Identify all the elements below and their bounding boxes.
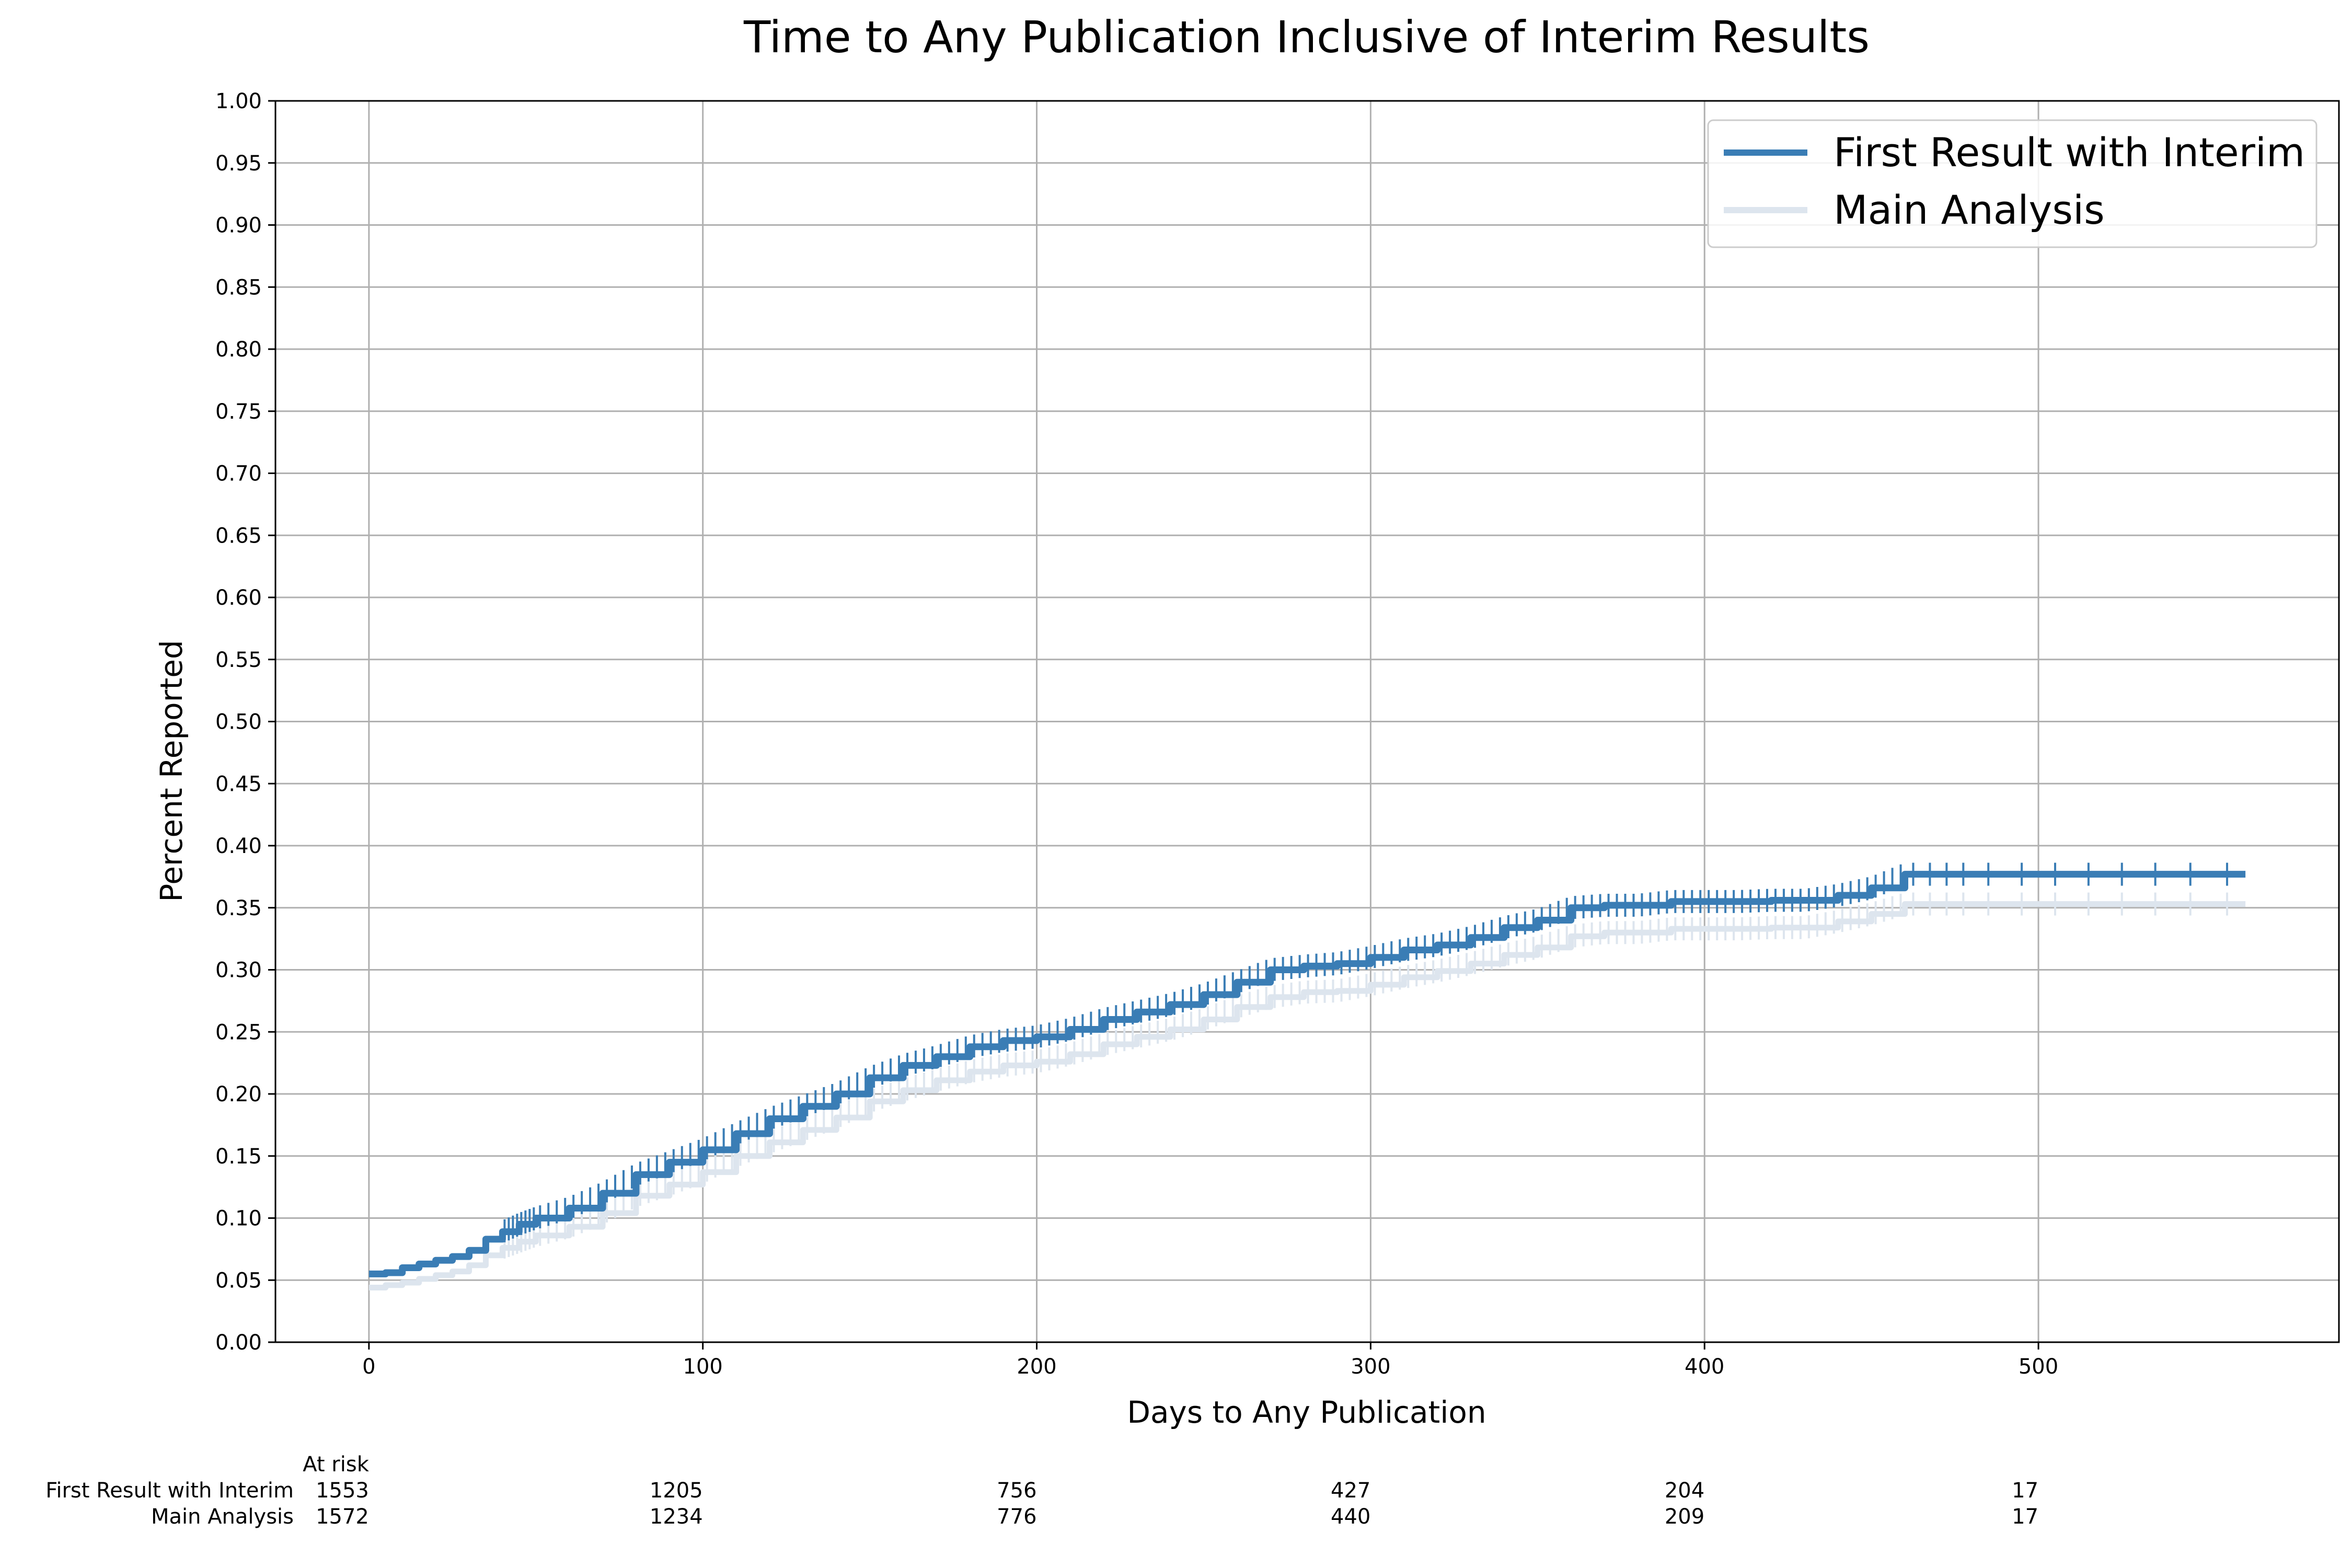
x-tick-label: 500: [2019, 1355, 2058, 1379]
y-tick-label: 0.60: [215, 586, 262, 610]
chart-title: Time to Any Publication Inclusive of Int…: [743, 11, 1870, 63]
y-tick-label: 0.40: [215, 834, 262, 858]
at-risk-count: 1234: [650, 1505, 703, 1529]
y-axis: 0.00 0.05 0.10 0.15 0.20 0.25 0.30 0.35 0.40 0.45…: [215, 89, 275, 1355]
at-risk-row-label: Main Analysis: [151, 1505, 294, 1529]
y-tick-label: 0.45: [215, 772, 262, 796]
at-risk-count: 756: [997, 1479, 1036, 1503]
x-tick-label: 0: [362, 1355, 375, 1379]
y-tick-label: 0.15: [215, 1145, 262, 1169]
series-line: [368, 871, 2246, 1277]
x-tick-label: 300: [1351, 1355, 1390, 1379]
at-risk-count: 209: [1665, 1505, 1704, 1529]
y-tick-label: 0.00: [215, 1331, 262, 1355]
y-tick-label: 0.70: [215, 462, 262, 486]
grid: [275, 100, 2339, 1343]
at-risk-header: At risk: [303, 1452, 369, 1477]
censor-marks: [503, 862, 2228, 1242]
y-tick-label: 0.05: [215, 1269, 262, 1293]
series-1: [368, 892, 2246, 1290]
series-0: [368, 862, 2246, 1277]
y-tick-label: 0.10: [215, 1207, 262, 1231]
y-tick-label: 0.90: [215, 214, 262, 238]
legend: First Result with Interim Main Analysis: [1707, 119, 2318, 248]
y-tick-label: 0.65: [215, 524, 262, 548]
x-tick-label: 400: [1685, 1355, 1724, 1379]
legend-label: First Result with Interim: [1834, 129, 2305, 176]
at-risk-count: 427: [1331, 1479, 1370, 1503]
y-tick-label: 0.95: [215, 152, 262, 176]
y-tick-label: 0.35: [215, 896, 262, 920]
y-tick-label: 0.80: [215, 338, 262, 362]
x-tick-label: 100: [683, 1355, 723, 1379]
at-risk-table: At risk First Result with Interim 1553 1205…: [45, 1452, 2038, 1529]
legend-box: [1707, 119, 2318, 248]
x-axis: 0 100 200 300 400 500: [362, 1342, 2058, 1379]
legend-label: Main Analysis: [1834, 187, 2105, 233]
at-risk-count: 17: [2012, 1505, 2038, 1529]
y-tick-label: 1.00: [215, 89, 262, 113]
at-risk-count: 17: [2012, 1479, 2038, 1503]
at-risk-count: 776: [997, 1505, 1036, 1529]
y-axis-label: Percent Reported: [154, 640, 189, 902]
y-tick-label: 0.30: [215, 959, 262, 983]
at-risk-count: 1553: [316, 1479, 369, 1503]
at-risk-count: 1205: [650, 1479, 703, 1503]
y-tick-label: 0.20: [215, 1082, 262, 1106]
y-tick-label: 0.50: [215, 710, 262, 734]
at-risk-row-label: First Result with Interim: [45, 1479, 294, 1503]
y-tick-label: 0.25: [215, 1020, 262, 1044]
censor-marks: [503, 892, 2228, 1259]
x-axis-label: Days to Any Publication: [1127, 1394, 1486, 1430]
x-tick-label: 200: [1017, 1355, 1056, 1379]
plot-curves: [368, 862, 2246, 1290]
series-line: [368, 901, 2246, 1290]
y-tick-label: 0.55: [215, 648, 262, 672]
y-tick-label: 0.75: [215, 400, 262, 424]
at-risk-count: 204: [1665, 1479, 1704, 1503]
at-risk-count: 440: [1331, 1505, 1370, 1529]
y-tick-label: 0.85: [215, 275, 262, 299]
at-risk-count: 1572: [316, 1505, 369, 1529]
